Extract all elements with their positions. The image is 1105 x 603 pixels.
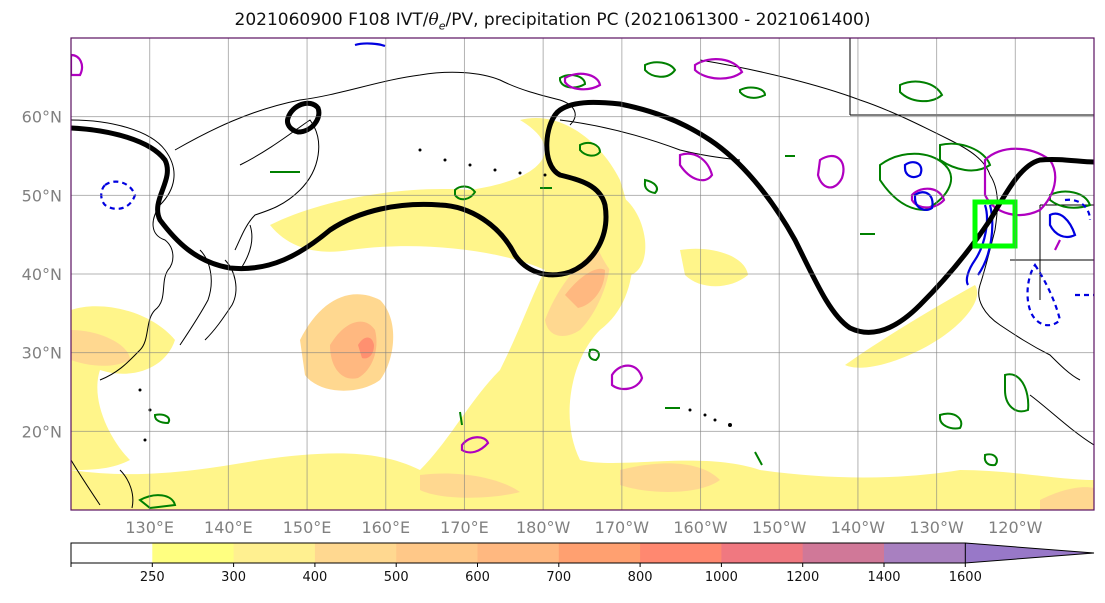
colorbar-tick-label: 1400 (867, 570, 900, 585)
colorbar-extend-arrow (964, 542, 1095, 564)
pv-contour (71, 99, 1094, 335)
title-suffix: /PV, precipitation PC (2021061300 - 2021… (445, 10, 871, 30)
colorbar-outline (70, 542, 966, 564)
lon-label: 150°W (752, 518, 807, 537)
borders (849, 38, 1094, 300)
map-title: 2021060900 F108 IVT/θe/PV, precipitation… (0, 10, 1105, 32)
colorbar-tick-label: 400 (302, 570, 327, 585)
title-prefix: 2021060900 F108 IVT/ (234, 10, 429, 30)
colorbar-tick-label: 500 (384, 570, 409, 585)
colorbar-ticks: 250 300 400 500 600 700 800 1000 1200 1400 1600 (70, 563, 982, 585)
colorbar-tick-label: 1600 (949, 570, 982, 585)
colorbar-tick-label: 800 (628, 570, 653, 585)
colorbar-segment (477, 543, 560, 563)
title-theta: θ (428, 10, 439, 30)
colorbar-segment (640, 543, 722, 563)
lon-label: 140°E (204, 518, 253, 537)
colorbar-tick-label: 600 (465, 570, 490, 585)
colorbar-segment (884, 543, 966, 563)
colorbar-segment (71, 543, 153, 563)
colorbar-segment (152, 543, 235, 563)
colorbar-tick-label: 700 (546, 570, 571, 585)
lon-label: 160°W (673, 518, 728, 537)
lat-label: 60°N (22, 108, 62, 127)
precip-contours (138, 61, 1092, 510)
lon-label: 130°W (909, 518, 964, 537)
ivt-shading (71, 118, 1094, 510)
lon-label: 130°E (125, 518, 174, 537)
gridlines (71, 38, 1094, 510)
colorbar-segment (558, 543, 641, 563)
lat-label: 20°N (22, 422, 62, 441)
lat-label: 50°N (22, 186, 62, 205)
coastlines (71, 59, 1094, 509)
colorbar (70, 542, 1095, 564)
lon-label: 140°W (831, 518, 886, 537)
lat-label: 40°N (22, 265, 62, 284)
precip-dashes (270, 155, 875, 466)
lon-label: 160°E (361, 518, 410, 537)
lon-label: 150°E (283, 518, 332, 537)
colorbar-segment (396, 543, 478, 563)
colorbar-tick-label: 1200 (786, 570, 819, 585)
colorbar-segment (314, 543, 397, 563)
colorbar-tick-label: 300 (221, 570, 246, 585)
lon-label: 120°W (988, 518, 1043, 537)
title-theta-sub: e (438, 19, 446, 33)
lon-labels: 130°E 140°E 150°E 160°E 170°E 180°W 170°W 160°W… (125, 518, 1042, 537)
lon-label: 170°E (440, 518, 489, 537)
pv-contour-closed (285, 100, 322, 135)
colorbar-segment (721, 543, 804, 563)
lon-label: 180°W (516, 518, 571, 537)
map-border (70, 37, 1095, 511)
colorbar-tick-label: 1000 (705, 570, 738, 585)
colorbar-tick-label: 250 (140, 570, 165, 585)
islands (138, 148, 732, 442)
colorbar-segment (233, 543, 316, 563)
lat-labels: 60°N 50°N 40°N 30°N 20°N (22, 108, 62, 442)
lon-label: 170°W (595, 518, 650, 537)
lat-label: 30°N (22, 344, 62, 363)
colorbar-segment (802, 543, 885, 563)
